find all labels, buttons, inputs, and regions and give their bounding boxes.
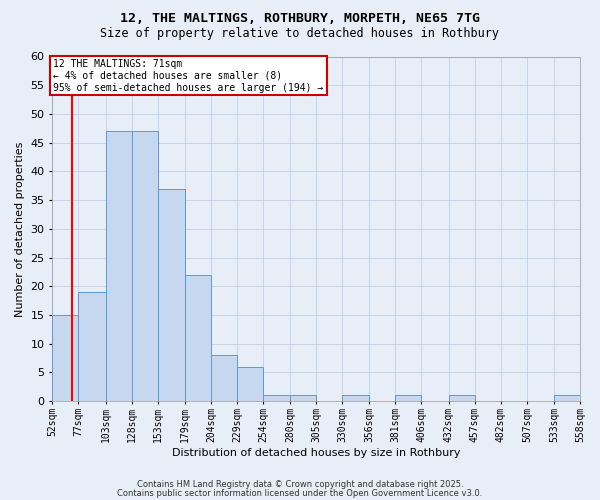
Y-axis label: Number of detached properties: Number of detached properties <box>15 141 25 316</box>
Bar <box>52 315 79 401</box>
Bar <box>449 396 475 401</box>
Bar <box>237 366 263 401</box>
Bar <box>79 292 106 401</box>
Bar <box>554 396 580 401</box>
Text: 12, THE MALTINGS, ROTHBURY, MORPETH, NE65 7TG: 12, THE MALTINGS, ROTHBURY, MORPETH, NE6… <box>120 12 480 26</box>
Bar <box>342 396 370 401</box>
Bar <box>106 131 131 401</box>
Text: 12 THE MALTINGS: 71sqm
← 4% of detached houses are smaller (8)
95% of semi-detac: 12 THE MALTINGS: 71sqm ← 4% of detached … <box>53 60 323 92</box>
Bar <box>211 355 237 401</box>
Bar <box>131 131 158 401</box>
Text: Size of property relative to detached houses in Rothbury: Size of property relative to detached ho… <box>101 28 499 40</box>
X-axis label: Distribution of detached houses by size in Rothbury: Distribution of detached houses by size … <box>172 448 460 458</box>
Text: Contains public sector information licensed under the Open Government Licence v3: Contains public sector information licen… <box>118 488 482 498</box>
Bar <box>290 396 316 401</box>
Bar <box>158 188 185 401</box>
Bar <box>185 275 211 401</box>
Bar <box>395 396 421 401</box>
Bar <box>263 396 290 401</box>
Text: Contains HM Land Registry data © Crown copyright and database right 2025.: Contains HM Land Registry data © Crown c… <box>137 480 463 489</box>
